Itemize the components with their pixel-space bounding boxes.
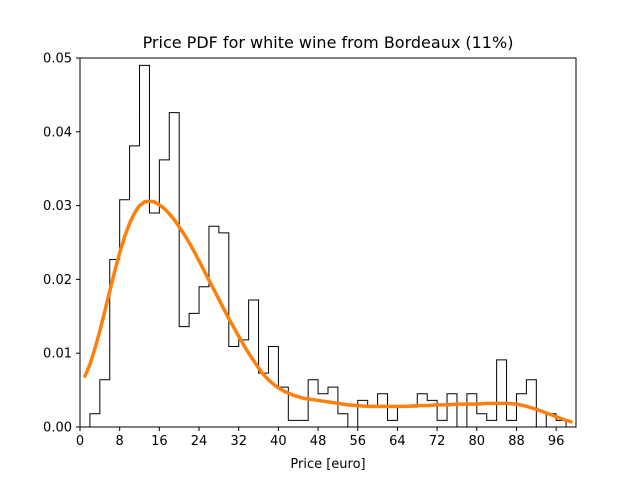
x-tick-label: 40 [270, 434, 287, 449]
histogram-bin [487, 420, 497, 427]
x-axis-label: Price [euro] [290, 457, 365, 472]
histogram-bin [368, 407, 378, 427]
histogram-bin [507, 420, 517, 427]
histogram-bin [397, 407, 407, 427]
histogram-bin [140, 65, 150, 427]
histogram-bin [338, 414, 348, 427]
histogram-bin [526, 380, 536, 427]
histogram-bin [388, 420, 398, 427]
histogram-bin [169, 113, 179, 427]
y-tick-label: 0.04 [43, 125, 72, 140]
histogram-bin [219, 233, 229, 427]
x-tick-label: 24 [191, 434, 208, 449]
histogram-bin [259, 373, 269, 427]
histogram-bin [288, 420, 298, 427]
x-axis: 0 8 16 24 32 40 48 56 64 72 80 88 96 [76, 427, 565, 449]
histogram-bin [477, 414, 487, 427]
histogram-bin [189, 313, 199, 427]
y-tick-label: 0.02 [43, 273, 72, 288]
y-tick-label: 0.01 [43, 347, 72, 362]
histogram-bin [229, 347, 239, 427]
histogram-bin [378, 394, 388, 427]
plot-frame [79, 57, 577, 428]
histogram-bin [149, 213, 159, 427]
histogram-bin [417, 394, 427, 427]
x-tick-label: 32 [230, 434, 247, 449]
x-tick-label: 56 [349, 434, 366, 449]
histogram-bin [318, 394, 328, 427]
y-tick-label: 0.03 [43, 199, 72, 214]
histogram-bin [516, 394, 526, 427]
histogram-bin [437, 420, 447, 427]
x-tick-label: 72 [429, 434, 446, 449]
histogram-outline [89, 64, 567, 428]
x-tick-label: 16 [151, 434, 168, 449]
x-tick-label: 0 [76, 434, 84, 449]
y-axis: 0.00 0.01 0.02 0.03 0.04 0.05 [43, 52, 80, 436]
histogram-bin [407, 407, 417, 427]
x-tick-label: 8 [116, 434, 124, 449]
histogram-bin [209, 226, 219, 427]
kde-line [83, 199, 573, 424]
x-tick-label: 48 [310, 434, 327, 449]
histogram-bin [130, 146, 140, 427]
histogram-bin [447, 394, 457, 427]
y-tick-label: 0.05 [43, 52, 72, 67]
histogram-bin [90, 414, 100, 427]
histogram-bin [100, 380, 110, 427]
chart-title: Price PDF for white wine from Bordeaux (… [143, 33, 514, 52]
histogram-bin [497, 360, 507, 427]
x-tick-label: 88 [508, 434, 525, 449]
histogram-bin [298, 420, 308, 427]
y-tick-label: 0.00 [43, 421, 72, 436]
histogram-bin [467, 394, 477, 427]
histogram-bin [199, 287, 209, 427]
histogram-bin [159, 160, 169, 427]
x-tick-label: 96 [548, 434, 565, 449]
x-tick-label: 80 [469, 434, 486, 449]
histogram-bin [328, 387, 338, 427]
plot-area [83, 64, 573, 428]
histogram-bin [179, 327, 189, 427]
x-tick-label: 64 [389, 434, 406, 449]
histogram-bin [308, 380, 318, 427]
